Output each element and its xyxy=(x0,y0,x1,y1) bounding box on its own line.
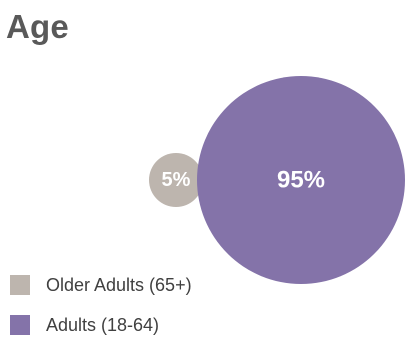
bubble-label-older-adults: 5% xyxy=(162,169,191,191)
legend-label-adults: Adults (18-64) xyxy=(46,314,160,335)
bubble-label-adults: 95% xyxy=(277,167,325,194)
legend-item-older-adults: Older Adults (65+) xyxy=(10,273,192,297)
legend-item-adults: Adults (18-64) xyxy=(10,313,192,337)
legend: Older Adults (65+) Adults (18-64) xyxy=(10,273,192,353)
legend-swatch-adults xyxy=(10,315,30,335)
legend-swatch-older-adults xyxy=(10,275,30,295)
bubble-adults xyxy=(197,76,405,284)
chart-title: Age xyxy=(6,8,69,45)
bubble-older-adults xyxy=(149,153,203,207)
legend-label-older-adults: Older Adults (65+) xyxy=(46,274,192,295)
